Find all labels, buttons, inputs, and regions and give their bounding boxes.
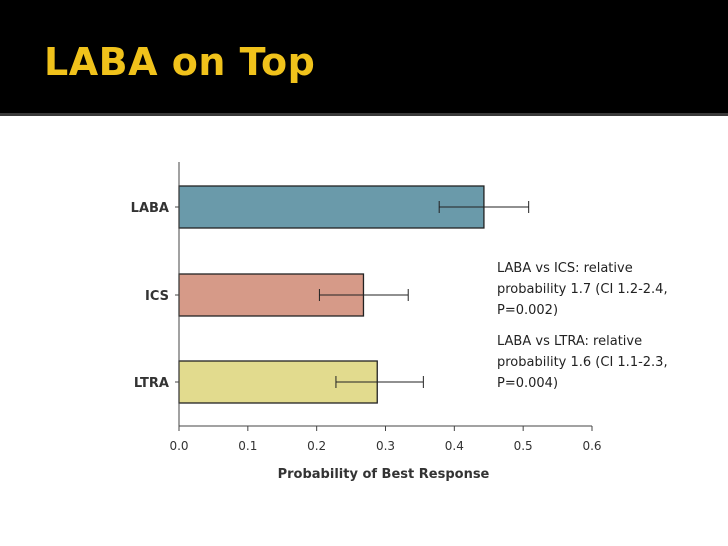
annotations: LABA vs ICS: relative probability 1.7 (C… [497, 258, 687, 404]
title-band [0, 0, 728, 116]
x-tick-label-3: 0.3 [376, 439, 395, 453]
slide-title: LABA on Top [44, 40, 316, 84]
x-tick-label-4: 0.4 [445, 439, 464, 453]
error-bar-laba [438, 201, 530, 213]
error-bar-ics [318, 289, 409, 301]
x-tick-label-5: 0.5 [514, 439, 533, 453]
annotation-laba-vs-ltra: LABA vs LTRA: relative probability 1.6 (… [497, 334, 668, 391]
x-axis-title: Probability of Best Response [278, 467, 490, 482]
category-label-ics: ICS [145, 289, 169, 304]
error-bar-ltra [335, 376, 424, 388]
bar-laba [178, 185, 485, 229]
x-tick-label-2: 0.2 [307, 439, 326, 453]
category-label-ltra: LTRA [134, 376, 169, 391]
annotation-laba-vs-ics: LABA vs ICS: relative probability 1.7 (C… [497, 261, 668, 318]
x-tick-label-1: 0.1 [238, 439, 257, 453]
category-label-laba: LABA [131, 201, 169, 216]
x-tick-label-6: 0.6 [582, 439, 601, 453]
x-tick-label-0: 0.0 [169, 439, 188, 453]
